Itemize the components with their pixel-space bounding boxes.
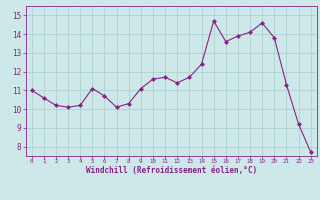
X-axis label: Windchill (Refroidissement éolien,°C): Windchill (Refroidissement éolien,°C) <box>86 166 257 175</box>
